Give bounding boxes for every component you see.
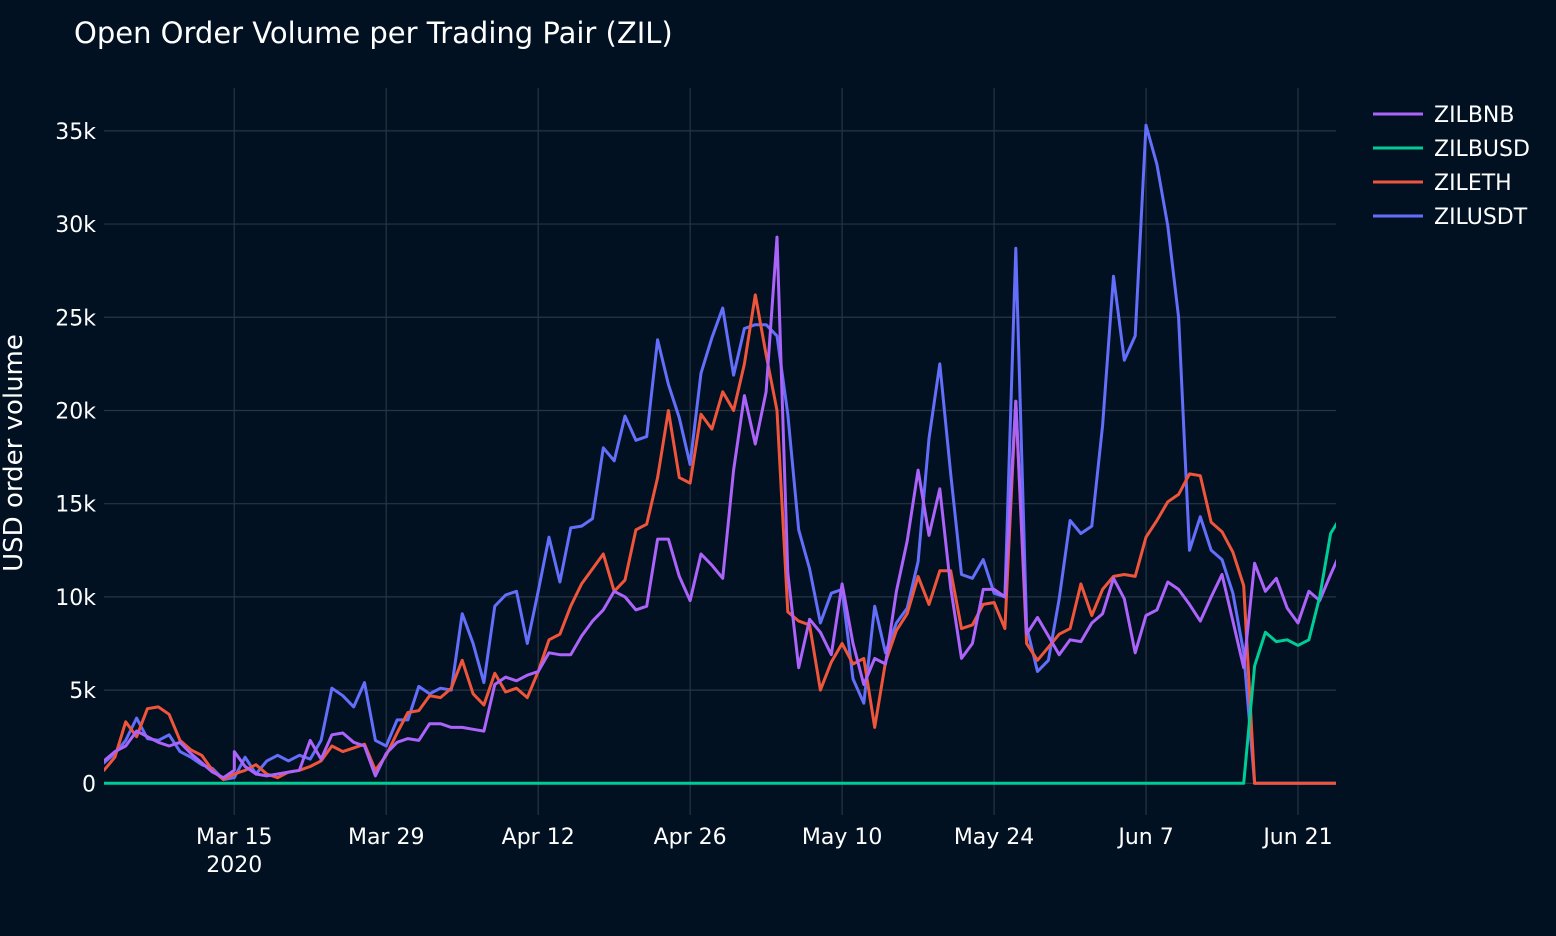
x-tick-label: May 10: [802, 825, 882, 850]
x-tick-label: Jun 21: [1261, 825, 1332, 850]
x-axis-ticks: Mar 15 2020 Mar 29 Apr 12 Apr 26 May 10 May 24…: [196, 825, 1333, 878]
y-tick-label: 20k: [55, 399, 96, 424]
y-tick-label: 15k: [55, 493, 96, 518]
chart-title: Open Order Volume per Trading Pair (ZIL): [74, 16, 673, 50]
series-line-zilbnb: [104, 235, 1336, 780]
x-tick-label: Mar 15: [196, 825, 273, 850]
legend-label-zileth[interactable]: ZILETH: [1434, 171, 1512, 196]
series-lines: [104, 123, 1336, 785]
x-tick-label: Jun 7: [1116, 825, 1173, 850]
y-tick-label: 35k: [55, 120, 96, 145]
legend-label-zilusdt[interactable]: ZILUSDT: [1434, 205, 1528, 230]
x-tick-label: May 24: [954, 825, 1034, 850]
legend-label-zilbusd[interactable]: ZILBUSD: [1434, 137, 1530, 162]
y-tick-label: 25k: [55, 306, 96, 331]
x-tick-label: Apr 12: [502, 825, 575, 850]
x-tick-label: Apr 26: [654, 825, 727, 850]
y-tick-label: 0: [82, 772, 96, 797]
y-tick-label: 30k: [55, 213, 96, 238]
y-tick-label: 10k: [55, 586, 96, 611]
legend-label-zilbnb[interactable]: ZILBNB: [1434, 103, 1514, 128]
y-axis-label: USD order volume: [0, 334, 29, 572]
x-tick-label: Mar 29: [348, 825, 425, 850]
legend: ZILBNB ZILBUSD ZILETH ZILUSDT: [1373, 103, 1530, 230]
series-line-zilusdt: [104, 123, 1336, 785]
y-tick-label: 5k: [69, 679, 96, 704]
x-tick-sublabel: 2020: [206, 853, 262, 878]
y-axis-ticks: 0 5k 10k 15k 20k 25k 30k 35k: [55, 120, 96, 797]
series-line-zilbusd: [104, 521, 1336, 785]
